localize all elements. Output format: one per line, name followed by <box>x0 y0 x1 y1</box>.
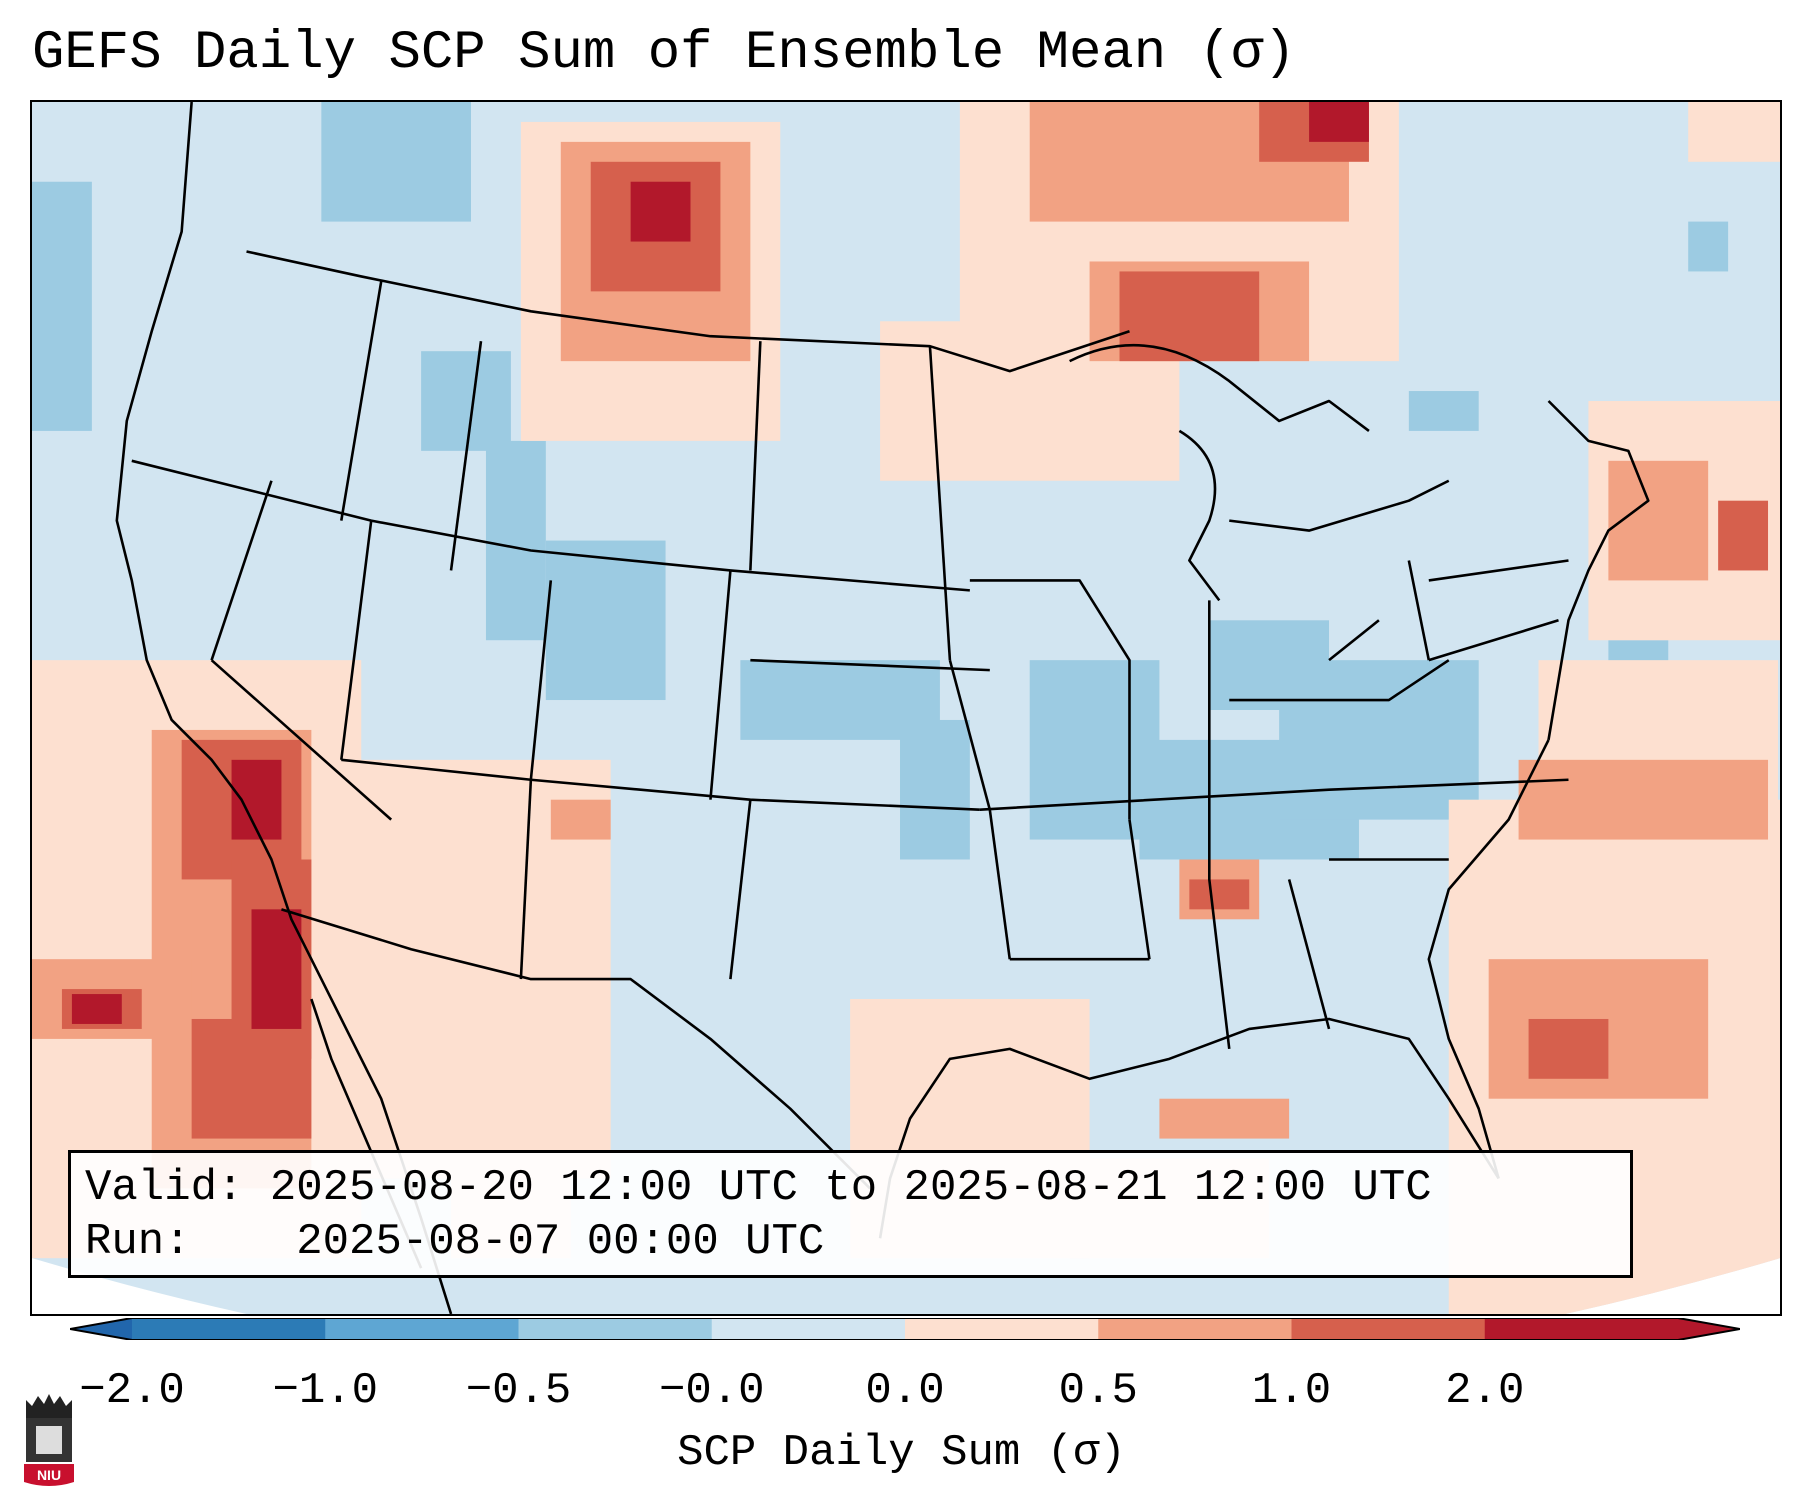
logo-shield-icon <box>24 1464 74 1486</box>
colorbar-segment <box>1291 1318 1486 1340</box>
run-label: Run: <box>85 1217 191 1267</box>
colorbar-extend-high <box>1678 1318 1740 1340</box>
colorbar-tick-label: 1.0 <box>1251 1366 1332 1416</box>
chart-title: GEFS Daily SCP Sum of Ensemble Mean (σ) <box>32 23 1296 84</box>
niu-logo: NIU <box>24 1394 74 1486</box>
colorbar-tick-label: 0.0 <box>865 1366 945 1416</box>
colorbar-tick-label: −0.0 <box>658 1366 765 1416</box>
colorbar-tick-label: 0.5 <box>1058 1366 1138 1416</box>
colorbar-extend-low <box>70 1318 132 1340</box>
colorbar-tick-label: 2.0 <box>1445 1366 1525 1416</box>
colorbar-segment <box>1098 1318 1292 1340</box>
scp-above-mean-extreme <box>71 102 1369 1029</box>
colorbar-tick-label: −0.5 <box>465 1366 572 1416</box>
logo-window-icon <box>36 1426 62 1454</box>
logo-text: NIU <box>37 1467 61 1483</box>
colorbar-segment <box>905 1318 1099 1340</box>
borders <box>115 102 1650 1314</box>
colorbar-label: SCP Daily Sum (σ) <box>677 1428 1126 1478</box>
colorbar-tick-label: −1.0 <box>272 1366 379 1416</box>
scp-field <box>32 102 1780 1314</box>
map-panel <box>30 100 1782 1316</box>
valid-value: 2025-08-20 12:00 UTC to 2025-08-21 12:00… <box>269 1163 1432 1213</box>
map-svg <box>32 102 1780 1314</box>
colorbar-segment <box>1484 1318 1679 1340</box>
valid-label: Valid: <box>85 1163 244 1213</box>
run-value: 2025-08-07 00:00 UTC <box>296 1217 825 1267</box>
validity-info-box: Valid: 2025-08-20 12:00 UTC to 2025-08-2… <box>68 1150 1633 1278</box>
colorbar <box>70 1318 1740 1340</box>
colorbar-segment <box>325 1318 519 1340</box>
colorbar-segment <box>711 1318 906 1340</box>
colorbar-tick-label: −2.0 <box>79 1366 185 1416</box>
scp-below-mean-areas <box>32 102 1729 860</box>
colorbar-segment <box>132 1318 326 1340</box>
colorbar-segment <box>518 1318 713 1340</box>
logo-crown-icon <box>26 1394 72 1418</box>
